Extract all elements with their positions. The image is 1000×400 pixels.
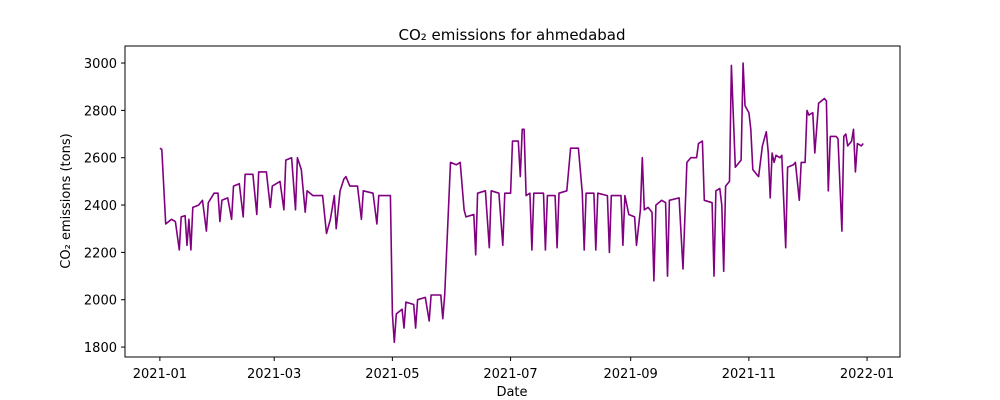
y-tick-label: 2400 [84, 199, 117, 214]
y-tick-label: 3000 [84, 57, 117, 72]
y-tick-label: 2200 [84, 246, 117, 261]
x-tick-label: 2021-11 [722, 367, 776, 382]
y-tick-label: 2800 [84, 104, 117, 119]
x-tick-label: 2021-07 [483, 367, 537, 382]
x-tick-label: 2021-03 [247, 367, 301, 382]
x-tick-label: 2021-05 [365, 367, 419, 382]
x-tick-label: 2022-01 [840, 367, 894, 382]
y-tick-label: 2600 [84, 152, 117, 167]
plot-frame [124, 45, 901, 358]
x-axis-label: Date [496, 385, 527, 400]
y-tick-label: 1800 [84, 341, 117, 356]
y-tick-label: 2000 [84, 294, 117, 309]
x-tick-label: 2021-01 [133, 367, 187, 382]
x-tick-label: 2021-09 [604, 367, 658, 382]
chart-title: CO₂ emissions for ahmedabad [398, 26, 625, 44]
y-axis-label: CO₂ emissions (tons) [59, 133, 74, 268]
data-line [159, 62, 864, 344]
